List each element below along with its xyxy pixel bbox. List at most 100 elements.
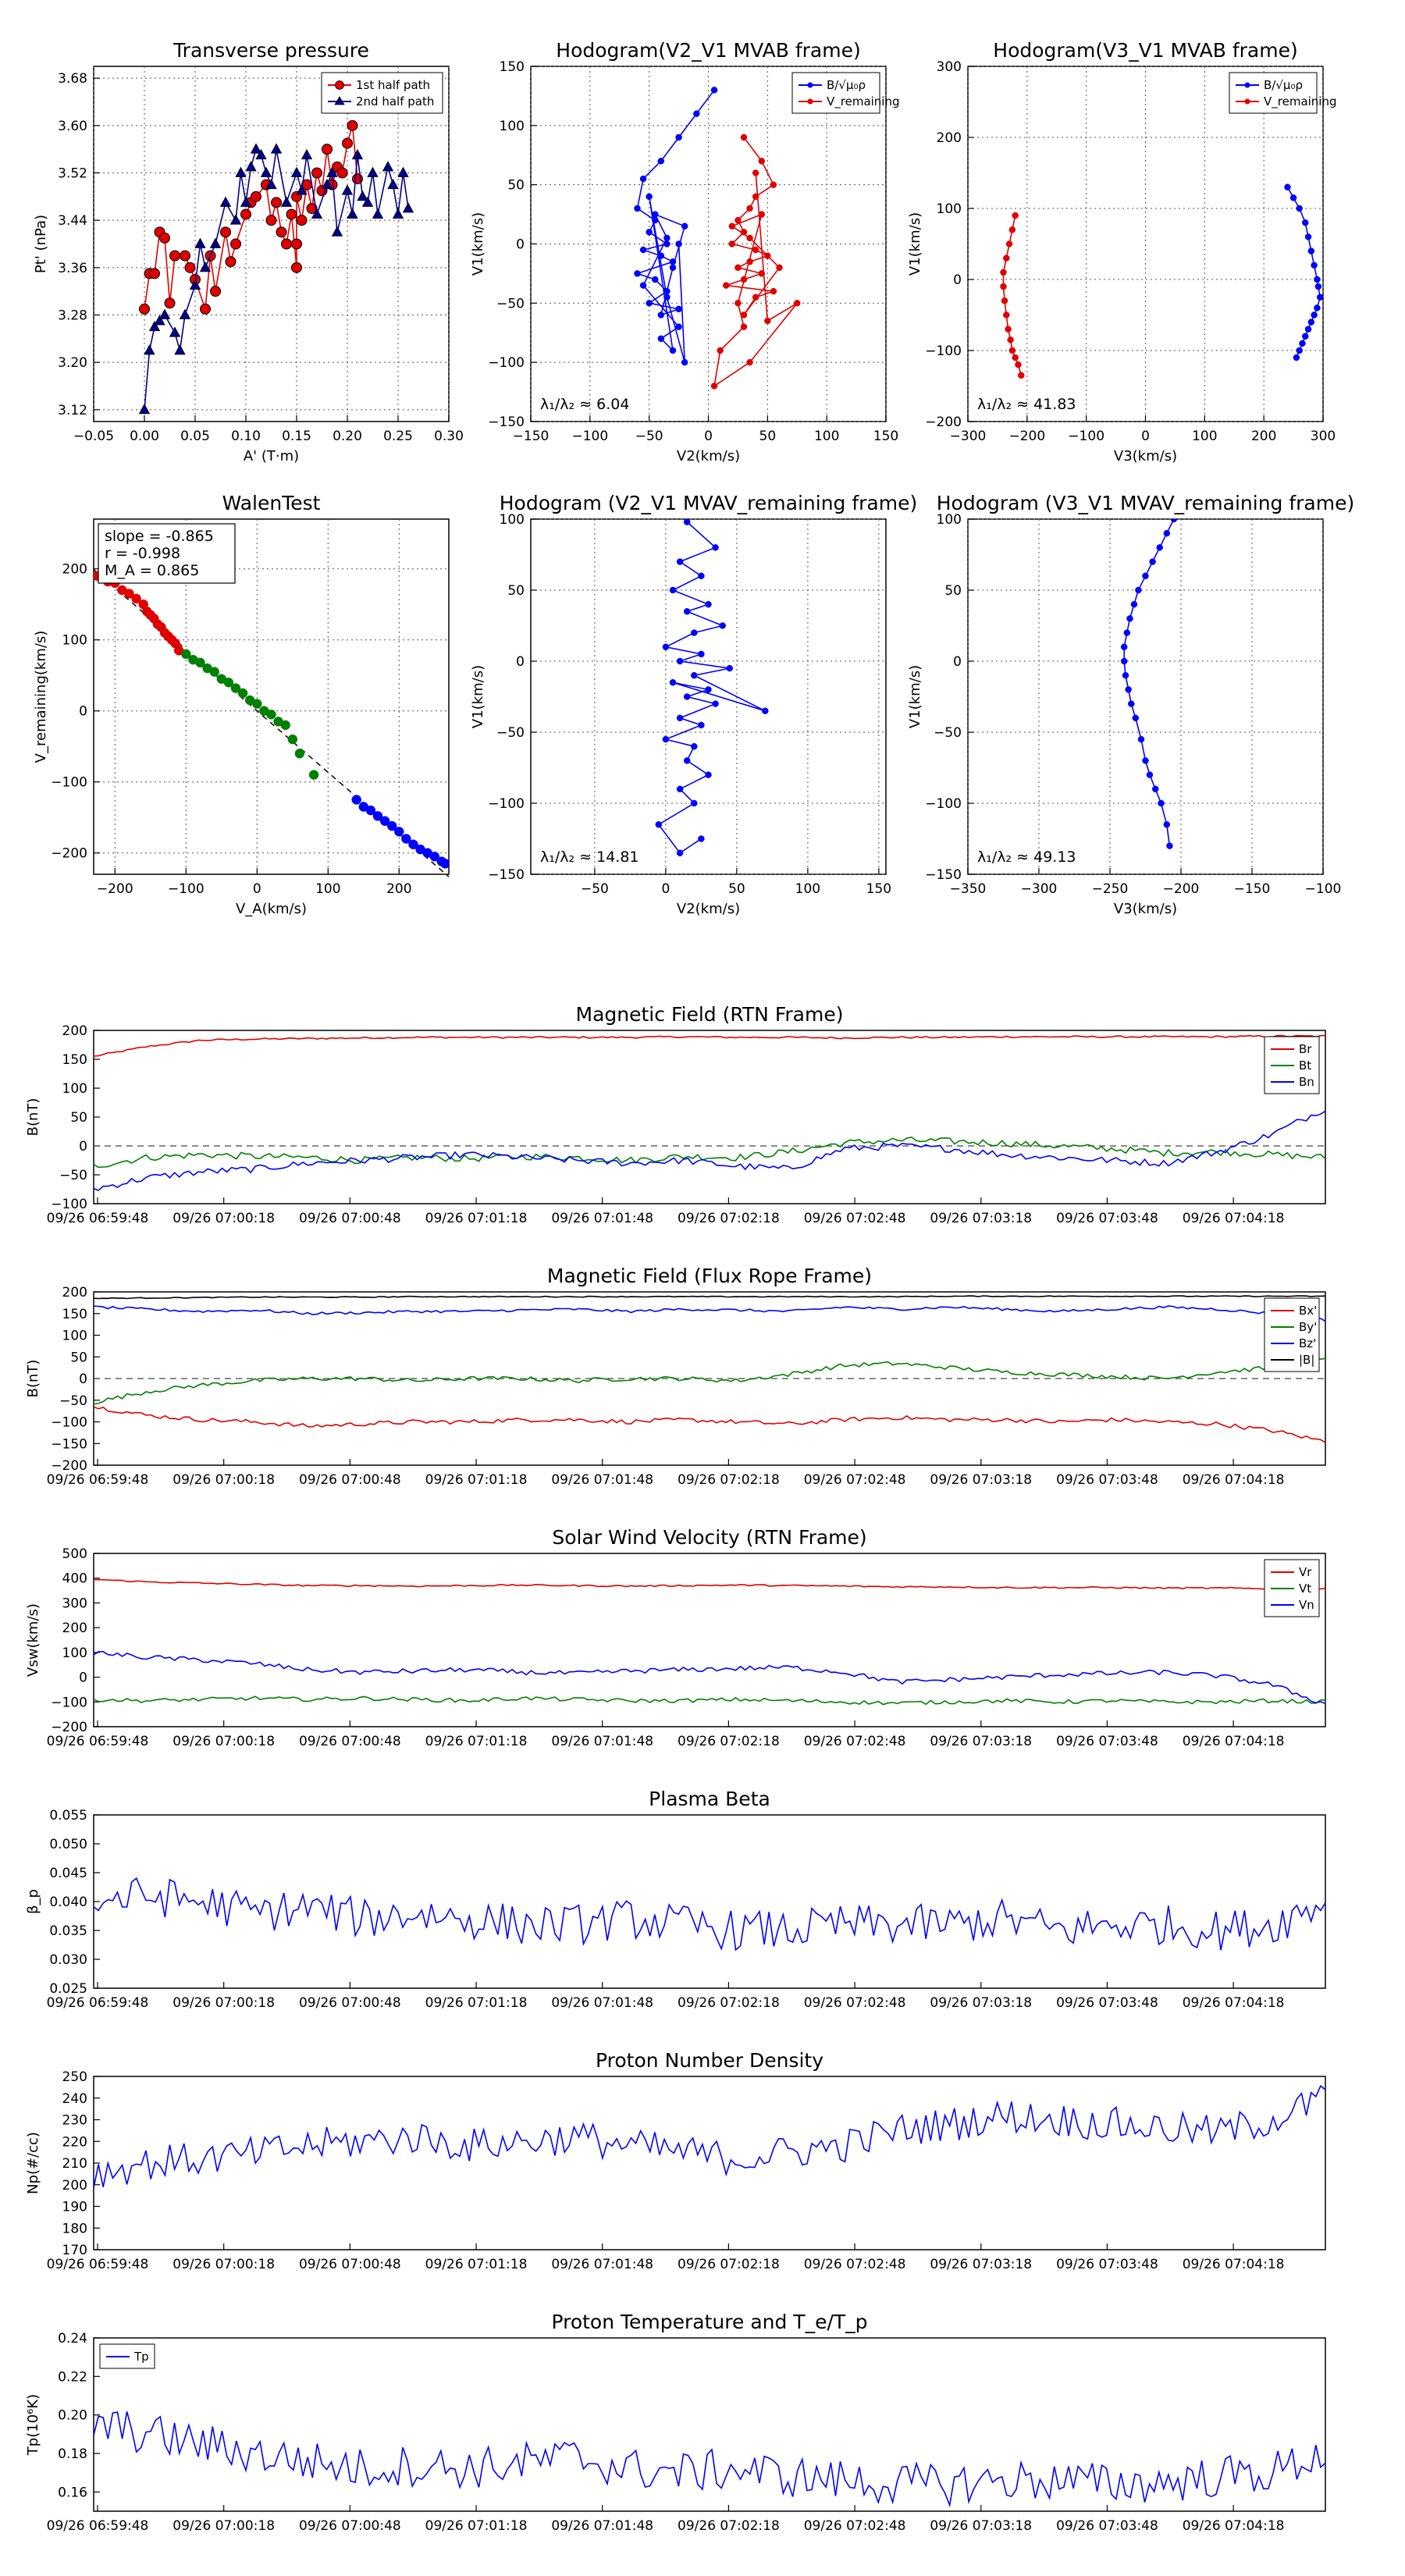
data-point xyxy=(245,161,257,172)
data-point xyxy=(1289,194,1297,201)
x-tick-label: 09/26 07:00:48 xyxy=(299,1734,401,1749)
y-tick-label: 3.28 xyxy=(58,308,87,324)
data-point xyxy=(746,205,753,212)
y-tick-label: −100 xyxy=(51,775,87,791)
data-point xyxy=(655,821,663,828)
y-tick-label: 3.12 xyxy=(58,403,87,418)
x-tick-label: 09/26 07:04:18 xyxy=(1183,2518,1285,2534)
data-point xyxy=(230,683,241,693)
data-point xyxy=(131,593,141,604)
y-tick-label: 0 xyxy=(79,1670,87,1686)
chart-hodo3: Hodogram (V2_V1 MVAV_remaining frame) −50… xyxy=(470,492,917,917)
y-tick-label: −150 xyxy=(488,415,525,430)
data-point xyxy=(225,256,237,268)
data-point xyxy=(1170,519,1178,523)
x-tick-label: 09/26 07:03:48 xyxy=(1056,2518,1158,2534)
plot-area xyxy=(94,2084,1325,2189)
data-point xyxy=(174,344,186,355)
data-point xyxy=(652,276,659,283)
data-point xyxy=(698,721,705,729)
plot-area xyxy=(94,1034,1325,1191)
data-point xyxy=(634,205,641,212)
chart-title: Proton Number Density xyxy=(596,2049,823,2072)
y-tick-label: 0 xyxy=(516,654,525,670)
data-point xyxy=(1163,821,1171,828)
data-point xyxy=(1304,233,1312,240)
data-point xyxy=(1316,294,1323,301)
data-point xyxy=(1123,629,1131,636)
plot-area xyxy=(1000,183,1323,379)
data-point xyxy=(341,184,354,195)
data-point xyxy=(139,303,150,315)
y-tick-label: 0 xyxy=(953,654,962,670)
axes-frame xyxy=(967,66,1324,422)
data-point xyxy=(180,250,190,262)
legend-box xyxy=(791,72,880,114)
data-point xyxy=(1307,318,1315,326)
x-tick-label: 09/26 07:01:18 xyxy=(425,1734,528,1749)
data-point xyxy=(294,749,305,759)
data-point xyxy=(331,226,343,237)
x-tick-label: 09/26 07:02:18 xyxy=(678,2518,780,2534)
data-point xyxy=(710,382,718,390)
x-tick-label: −100 xyxy=(1305,881,1342,897)
y-tick-label: −150 xyxy=(925,867,962,883)
data-point xyxy=(1296,347,1303,354)
data-point xyxy=(1008,226,1016,233)
y-tick-label: −100 xyxy=(488,355,525,371)
y-tick-label: 50 xyxy=(70,1350,87,1365)
x-tick-label: 09/26 07:02:18 xyxy=(678,1995,780,2011)
x-tick-label: 09/26 07:02:48 xyxy=(804,2518,906,2534)
data-point xyxy=(265,178,277,190)
x-tick-label: 09/26 07:00:48 xyxy=(299,2518,401,2534)
chart-title: Magnetic Field (Flux Rope Frame) xyxy=(547,1265,872,1287)
x-tick-label: 09/26 07:02:48 xyxy=(804,2257,906,2272)
data-point xyxy=(265,215,277,226)
axes-frame xyxy=(93,1030,1326,1204)
y-tick-label: 100 xyxy=(937,201,962,217)
data-point xyxy=(758,270,765,277)
y-tick-label: 3.44 xyxy=(58,213,87,229)
data-point xyxy=(719,622,726,629)
data-point xyxy=(387,178,399,190)
data-point xyxy=(705,686,712,693)
data-point xyxy=(124,589,134,599)
data-point xyxy=(159,232,170,244)
x-tick-label: 0.25 xyxy=(383,429,413,444)
x-tick-label: 09/26 06:59:48 xyxy=(47,1734,149,1749)
legend-marker xyxy=(807,98,813,105)
data-point xyxy=(676,714,684,722)
y-tick-label: 0.16 xyxy=(58,2485,87,2500)
x-tick-label: 100 xyxy=(315,881,340,897)
legend-label: B/√μ₀ρ xyxy=(827,78,866,92)
x-tick-label: 0 xyxy=(1141,429,1150,444)
x-tick-label: 0.00 xyxy=(130,429,159,444)
data-point xyxy=(663,240,670,247)
x-tick-label: 09/26 07:00:18 xyxy=(173,1472,275,1488)
data-point xyxy=(179,308,191,319)
annotation: λ₁/λ₂ ≈ 49.13 xyxy=(977,849,1076,866)
y-tick-label: −50 xyxy=(496,296,525,311)
data-point xyxy=(752,193,759,201)
chart-title: Hodogram(V2_V1 MVAB frame) xyxy=(556,39,860,62)
series-line-Bt xyxy=(94,1137,1325,1169)
data-point xyxy=(280,196,293,207)
legend-label: Vr xyxy=(1299,1565,1312,1579)
data-point xyxy=(321,178,333,190)
data-point xyxy=(1130,600,1138,608)
data-point xyxy=(287,734,298,745)
x-tick-label: −250 xyxy=(1092,881,1129,897)
y-tick-label: −200 xyxy=(51,1720,87,1735)
y-tick-label: 0.030 xyxy=(49,1952,87,1968)
data-point xyxy=(683,608,691,615)
data-point xyxy=(676,657,684,665)
annotation: λ₁/λ₂ ≈ 41.83 xyxy=(977,396,1076,413)
data-point xyxy=(280,720,290,731)
y-tick-label: 0 xyxy=(516,237,525,253)
y-axis-label: V_remaining(km/s) xyxy=(33,631,49,763)
y-tick-label: 220 xyxy=(62,2134,87,2150)
data-point xyxy=(237,688,248,699)
annotation-line: M_A = 0.865 xyxy=(105,562,199,579)
data-point xyxy=(740,229,748,236)
y-tick-label: 100 xyxy=(62,633,87,649)
